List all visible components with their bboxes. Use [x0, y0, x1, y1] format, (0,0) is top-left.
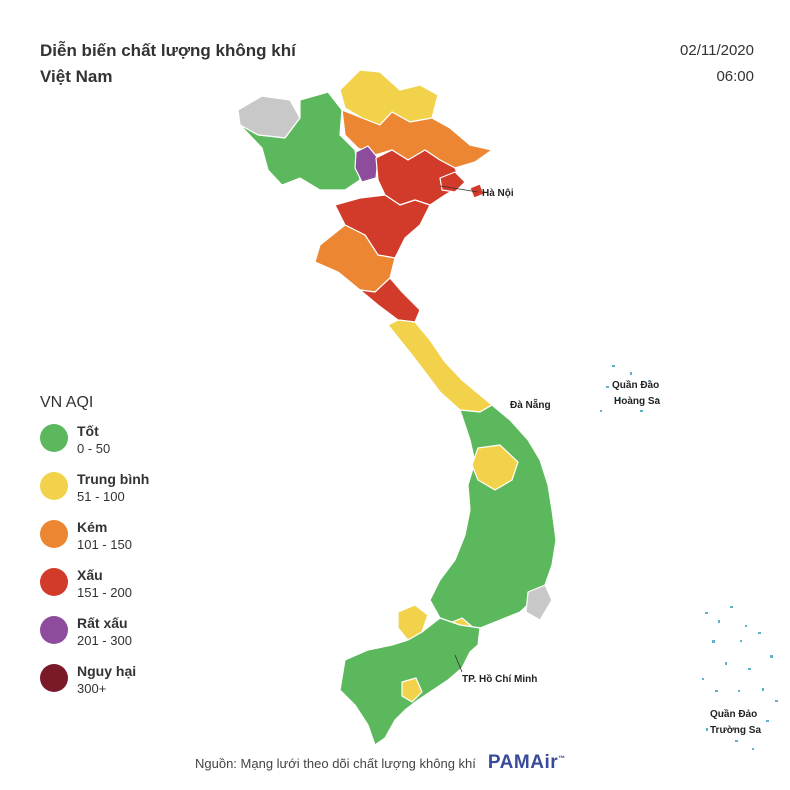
legend-label: Trung bình — [77, 471, 150, 487]
legend-text: Xấu 151 - 200 — [77, 566, 132, 601]
legend-label: Xấu — [77, 567, 103, 583]
danang-label: Đà Nẵng — [510, 398, 551, 411]
legend-item: Tốt 0 - 50 — [40, 422, 149, 470]
legend-text: Rất xấu 201 - 300 — [77, 614, 132, 649]
legend-color-swatch — [40, 520, 68, 548]
truongsa-islands — [702, 606, 778, 750]
pamair-logo: PAMAir™ — [488, 752, 566, 774]
legend-item: Kém 101 - 150 — [40, 518, 149, 566]
hcm-label: TP. Hồ Chí Minh — [462, 673, 537, 685]
title-line-2: Việt Nam — [40, 67, 113, 86]
hoangsa-label-2: Hoàng Sa — [614, 396, 661, 407]
map-title: Diễn biến chất lượng không khí Việt Nam — [40, 38, 296, 90]
legend-color-swatch — [40, 472, 68, 500]
truongsa-label-1: Quần Đảo — [710, 708, 757, 720]
region-central-yellow — [387, 319, 493, 413]
date-label: 02/11/2020 — [680, 42, 754, 59]
source-text: Nguồn: Mạng lưới theo dõi chất lượng khô… — [195, 755, 476, 771]
timestamp: 02/11/2020 06:00 — [680, 38, 754, 90]
legend-text: Kém 101 - 150 — [77, 518, 132, 553]
hcm-leader-line — [454, 654, 463, 673]
legend-range: 0 - 50 — [77, 441, 111, 456]
legend-title: VN AQI — [40, 394, 94, 411]
legend-item: Xấu 151 - 200 — [40, 566, 149, 614]
legend-text: Trung bình 51 - 100 — [77, 470, 149, 505]
legend-text: Nguy hại 300+ — [77, 662, 136, 697]
legend-range: 101 - 150 — [77, 537, 132, 552]
legend-range: 151 - 200 — [77, 585, 132, 600]
region-coast-red — [469, 183, 485, 199]
hoangsa-label-1: Quần Đảo — [612, 379, 659, 391]
hanoi-label: Hà Nội — [482, 188, 514, 199]
legend-label: Nguy hại — [77, 663, 137, 679]
legend-label: Kém — [77, 519, 108, 535]
region-purple — [354, 145, 379, 183]
legend-color-swatch — [40, 616, 68, 644]
aqi-legend: VN AQI Tốt 0 - 50 Trung bình 51 - 100 Kém 101… — [40, 394, 149, 710]
region-south-grey — [525, 584, 553, 621]
footer: Nguồn: Mạng lưới theo dõi chất lượng khô… — [195, 752, 566, 774]
truongsa-label-2: Trường Sa — [710, 725, 761, 736]
legend-item: Rất xấu 201 - 300 — [40, 614, 149, 662]
region-central-south-green — [429, 404, 557, 629]
legend-text: Tốt 0 - 50 — [77, 422, 110, 457]
legend-item: Trung bình 51 - 100 — [40, 470, 149, 518]
legend-color-swatch — [40, 568, 68, 596]
hanoi-leader-line — [439, 185, 479, 193]
region-hatinh-red — [359, 277, 421, 323]
region-highland-yellow — [471, 444, 519, 491]
brand-text: PAMAir — [487, 752, 559, 773]
legend-range: 201 - 300 — [77, 633, 132, 648]
legend-color-swatch — [40, 424, 68, 452]
time-label: 06:00 — [716, 68, 754, 85]
region-northwest-green — [239, 91, 361, 191]
legend-range: 300+ — [77, 681, 107, 696]
legend-color-swatch — [40, 664, 68, 692]
brand-tm: ™ — [558, 755, 566, 763]
legend-items: Tốt 0 - 50 Trung bình 51 - 100 Kém 101 - 150 X… — [40, 422, 149, 710]
region-coast-yellow — [401, 677, 423, 703]
legend-label: Rất xấu — [77, 615, 128, 631]
hoangsa-islands — [600, 365, 658, 412]
legend-item: Nguy hại 300+ — [40, 662, 149, 710]
title-line-1: Diễn biến chất lượng không khí — [40, 41, 296, 60]
legend-range: 51 - 100 — [77, 489, 125, 504]
legend-label: Tốt — [77, 423, 99, 439]
